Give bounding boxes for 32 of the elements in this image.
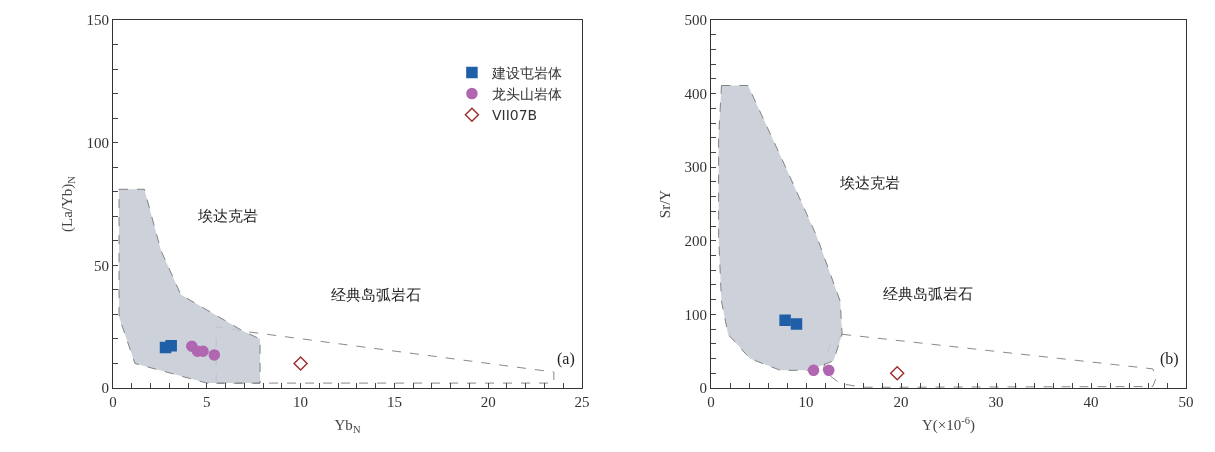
- y-tick-label: 300: [684, 159, 707, 176]
- x-tick-label: 10: [798, 394, 814, 410]
- x-tick-label: 40: [1083, 394, 1099, 410]
- legend-label: 建设屯岩体: [490, 64, 562, 81]
- y-tick-label: 0: [699, 380, 707, 397]
- legend-label: 龙头山岩体: [491, 86, 562, 103]
- legend-label: VII07B: [491, 107, 538, 124]
- x-tick-label: 5: [203, 394, 211, 410]
- x-axis-title: Yb$_{N}$: [334, 417, 361, 436]
- y-tick-label: 100: [86, 134, 109, 151]
- y-tick-label: 200: [684, 233, 707, 250]
- y-tick-label: 100: [684, 306, 707, 323]
- y-tick-label: 500: [684, 12, 707, 29]
- x-tick-label: 20: [480, 394, 496, 410]
- x-tick-label: 20: [893, 394, 909, 410]
- y-tick-label: 50: [94, 257, 109, 274]
- annotation: (b): [1160, 350, 1179, 368]
- y-tick-label: 400: [684, 85, 707, 102]
- annotation: 埃达克岩: [197, 207, 258, 225]
- x-tick-label: 30: [988, 394, 1004, 410]
- annotation: 经典岛弧岩石: [331, 286, 421, 304]
- y-tick-label: 0: [101, 380, 109, 397]
- x-tick-label: 10: [293, 394, 309, 410]
- x-tick-label: 15: [386, 394, 402, 410]
- x-tick-label: 25: [574, 394, 590, 410]
- annotation: (a): [557, 350, 575, 368]
- x-tick-label: 50: [1178, 394, 1194, 410]
- x-axis-title: Y(×10$^{-6}$): [921, 414, 976, 434]
- y-tick-label: 150: [86, 12, 109, 29]
- annotation: 经典岛弧岩石: [883, 285, 973, 303]
- annotation: 埃达克岩: [839, 174, 900, 192]
- y-axis-title: Sr/Y: [656, 189, 673, 219]
